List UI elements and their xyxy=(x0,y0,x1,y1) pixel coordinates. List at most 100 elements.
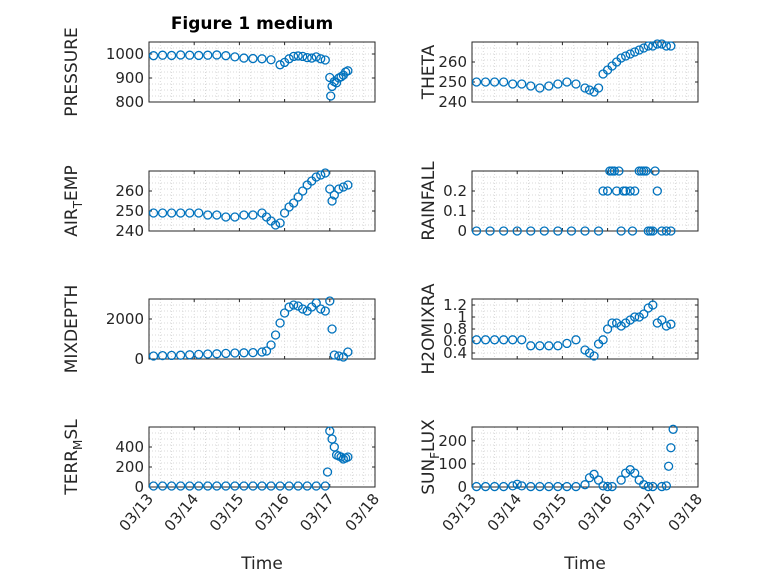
data-point xyxy=(616,53,626,63)
y-axis-label-part: EMP xyxy=(62,165,82,201)
data-point xyxy=(607,481,617,492)
data-point xyxy=(630,312,640,322)
y-tick-label: 240 xyxy=(115,222,144,240)
data-point xyxy=(166,208,177,218)
axes-box xyxy=(148,298,376,360)
y-tick-label: 260 xyxy=(115,182,144,200)
data-point xyxy=(580,226,590,236)
data-point xyxy=(320,168,330,178)
data-point xyxy=(275,218,285,228)
data-point xyxy=(302,52,312,63)
data-point xyxy=(666,41,676,51)
data-point xyxy=(512,226,522,236)
data-point xyxy=(598,481,608,491)
data-point xyxy=(609,166,620,176)
x-tick-label: 03/13 xyxy=(438,490,480,535)
data-point xyxy=(639,43,649,53)
data-point xyxy=(508,481,518,491)
data-point xyxy=(343,180,353,190)
data-point xyxy=(293,192,303,202)
data-point xyxy=(666,226,676,236)
data-point xyxy=(343,66,353,76)
data-point xyxy=(221,348,231,359)
x-tick-label: 03/17 xyxy=(296,490,338,535)
data-point xyxy=(194,208,204,218)
data-point xyxy=(571,481,581,492)
data-point xyxy=(666,319,676,329)
data-point xyxy=(621,186,631,196)
data-point xyxy=(641,166,651,176)
data-point xyxy=(326,91,336,101)
data-point xyxy=(288,198,299,208)
data-point xyxy=(327,324,337,334)
data-point xyxy=(553,341,563,351)
data-point xyxy=(288,300,299,310)
data-point xyxy=(288,51,299,62)
data-point xyxy=(148,208,159,218)
data-point xyxy=(331,78,342,88)
data-point xyxy=(311,52,321,62)
y-tick-label: 200 xyxy=(438,432,467,450)
y-tick-label: 800 xyxy=(115,93,144,111)
data-point xyxy=(614,166,624,176)
data-point xyxy=(489,77,500,87)
x-tick-label: 03/16 xyxy=(574,490,616,535)
data-point xyxy=(648,300,658,310)
data-point xyxy=(648,481,658,492)
data-point xyxy=(239,53,249,63)
y-axis-label: TERRMSL xyxy=(62,419,85,496)
subplot-mixdepth: 0 2000 MIXDEPTH xyxy=(62,285,376,373)
data-point xyxy=(526,341,536,351)
data-point xyxy=(517,79,527,89)
data-point xyxy=(221,212,231,222)
data-point xyxy=(320,55,330,65)
data-point xyxy=(298,304,308,314)
y-tick-label: 0.6 xyxy=(443,332,467,350)
data-point xyxy=(616,226,626,236)
data-point xyxy=(571,335,581,345)
data-point xyxy=(526,481,536,492)
data-point xyxy=(221,51,231,61)
data-point xyxy=(298,186,308,196)
y-axis-label-part: SL xyxy=(62,419,82,440)
data-point xyxy=(562,77,572,87)
x-axis-label: Time xyxy=(563,554,606,574)
data-point xyxy=(248,347,258,358)
data-point xyxy=(157,208,168,218)
y-axis-label-subscript: T xyxy=(71,200,85,209)
data-point xyxy=(334,184,344,194)
data-point xyxy=(639,309,649,319)
data-point xyxy=(166,50,177,61)
x-tick-label: 03/18 xyxy=(341,490,383,535)
data-point xyxy=(602,481,613,492)
data-point xyxy=(616,475,626,485)
data-point xyxy=(498,335,509,345)
data-point xyxy=(480,77,491,87)
y-axis-label-subscript: F xyxy=(428,452,442,459)
data-point xyxy=(325,184,335,194)
data-point xyxy=(175,50,186,60)
data-point xyxy=(661,321,672,331)
data-point xyxy=(643,481,653,492)
data-point xyxy=(598,335,608,345)
data-point xyxy=(148,351,159,361)
data-point xyxy=(257,481,267,491)
y-axis-label-part: AIR xyxy=(62,208,82,237)
data-point xyxy=(602,186,613,196)
data-point xyxy=(625,49,635,59)
data-point xyxy=(593,226,604,236)
data-point xyxy=(212,50,222,60)
data-point xyxy=(327,196,337,206)
data-point xyxy=(566,226,577,236)
data-point xyxy=(498,226,509,236)
data-point xyxy=(221,481,231,491)
data-point xyxy=(338,182,349,192)
y-axis-label: H2OMIXRA xyxy=(419,283,439,374)
axes-box xyxy=(148,426,376,488)
x-tick-label: 03/13 xyxy=(115,490,157,535)
data-point xyxy=(508,335,518,345)
data-point xyxy=(489,335,500,345)
data-point xyxy=(266,481,276,491)
